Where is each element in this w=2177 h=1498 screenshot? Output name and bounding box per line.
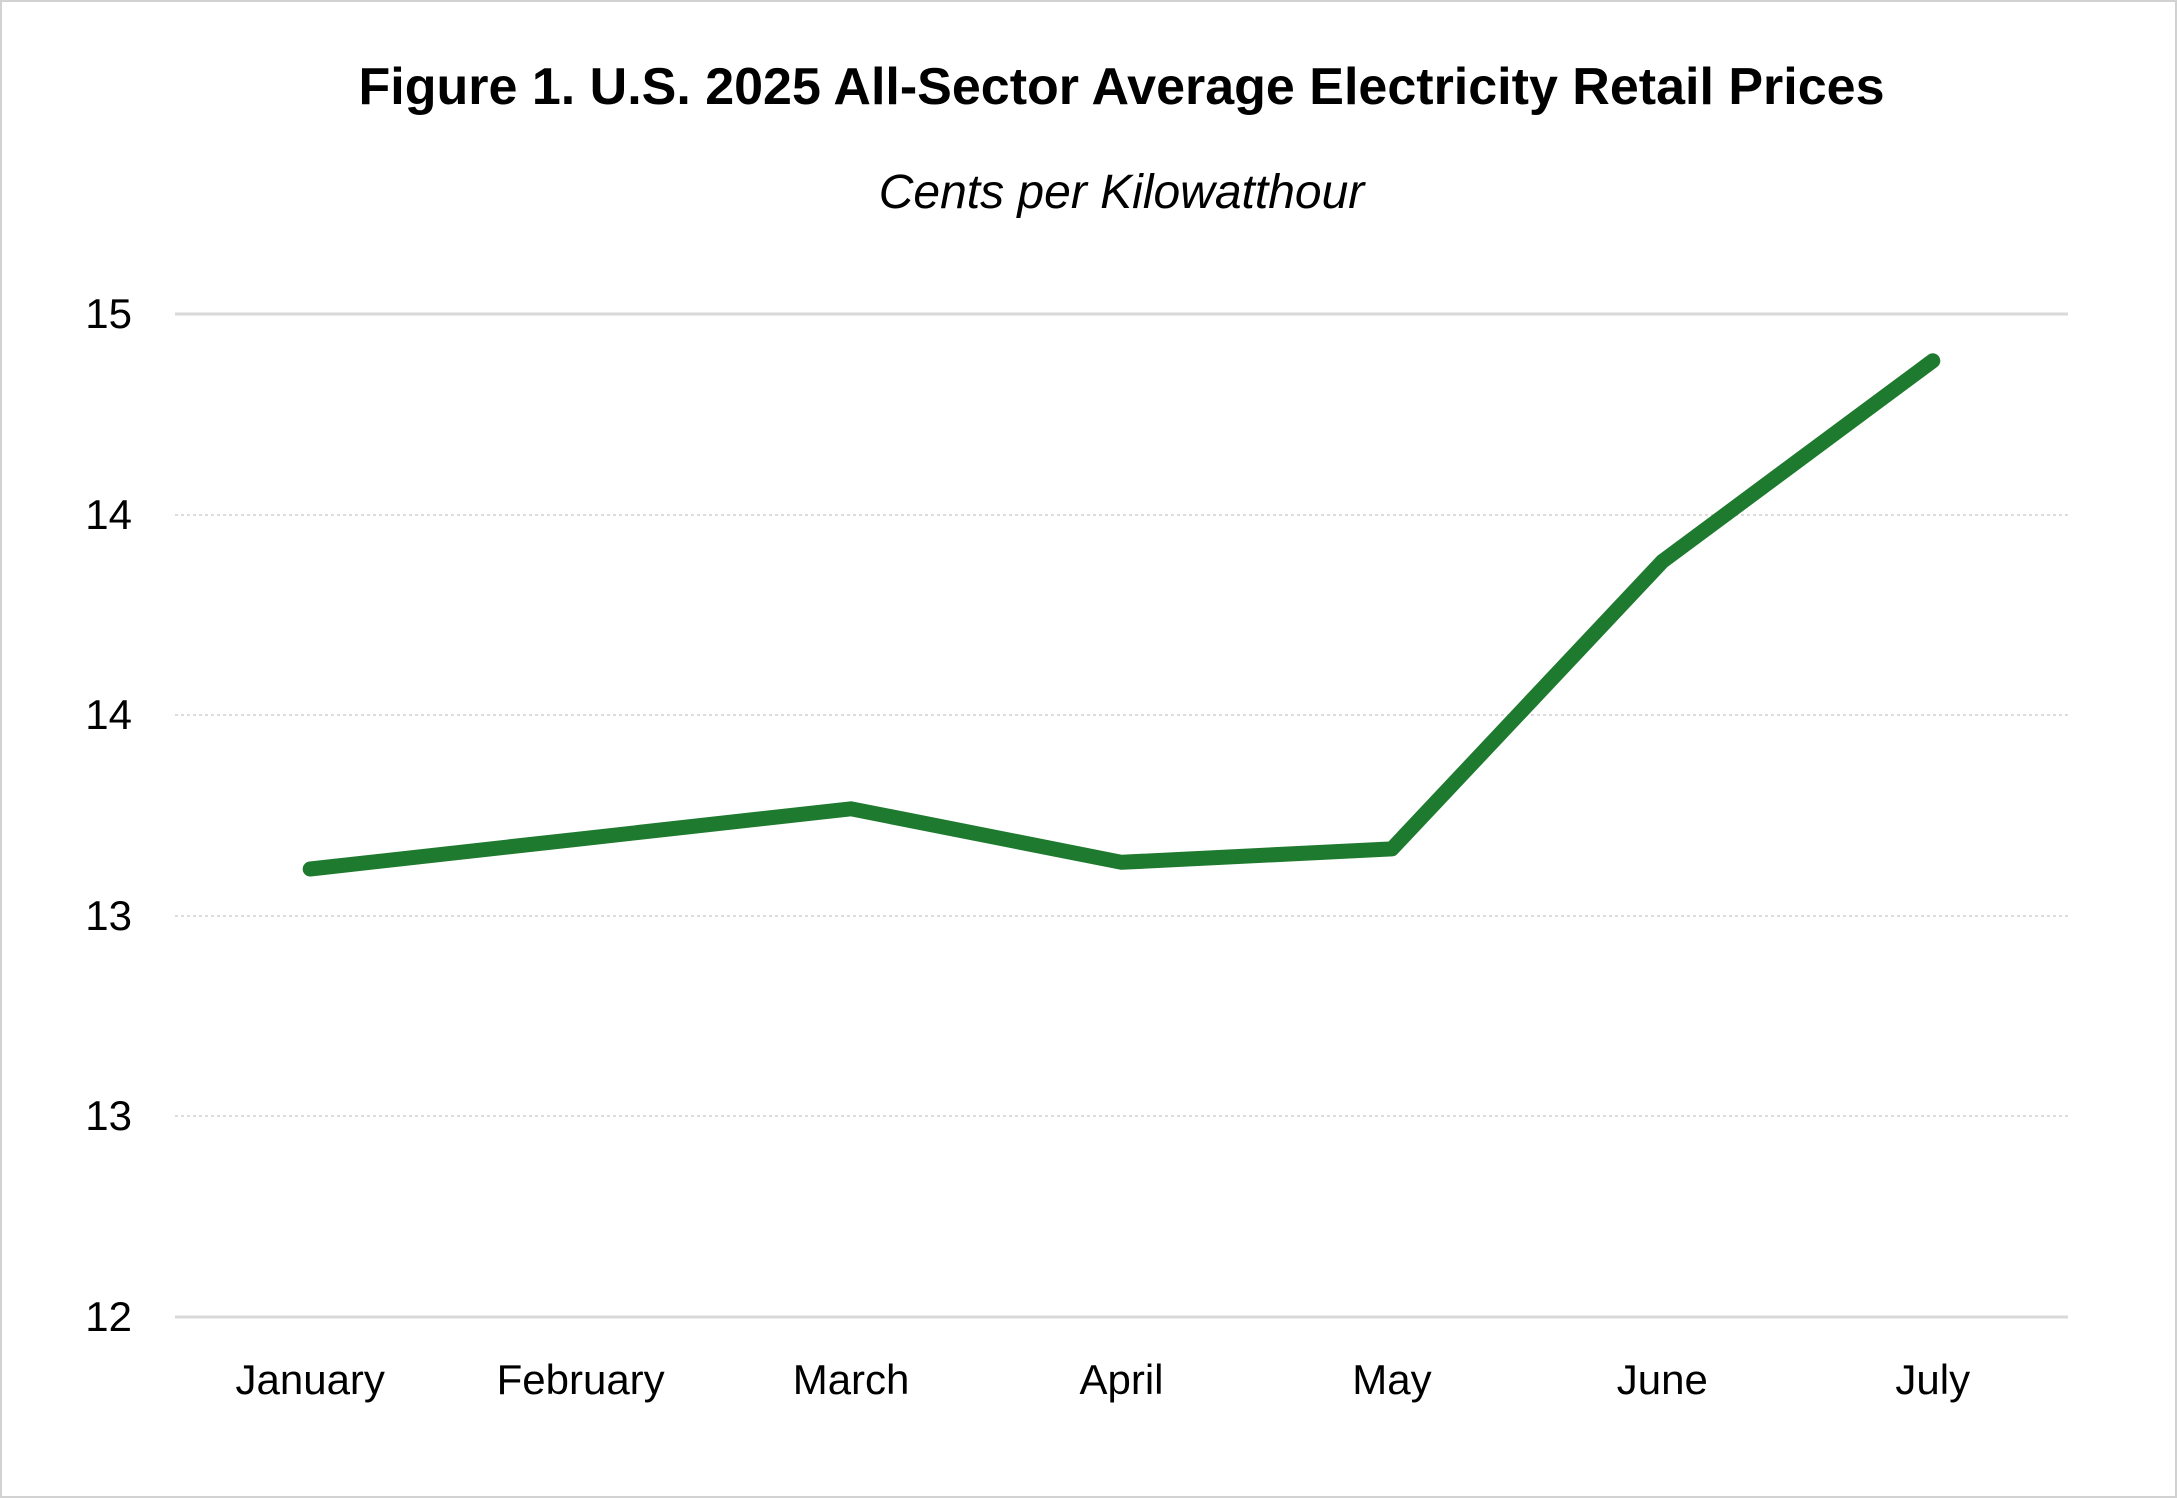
y-tick-label: 15 <box>85 290 132 337</box>
x-tick-label: May <box>1352 1356 1432 1403</box>
gridline <box>175 1115 2068 1118</box>
x-tick-label: February <box>496 1356 665 1403</box>
y-tick-label: 14 <box>85 490 132 538</box>
x-tick-label: April <box>1079 1356 1164 1403</box>
chart-subtitle: Cents per Kilowatthour <box>878 166 1365 220</box>
y-tick-label: 13 <box>85 891 132 939</box>
chart-title: Figure 1. U.S. 2025 All-Sector Average E… <box>358 58 1885 116</box>
x-tick-label: July <box>1895 1356 1971 1403</box>
gridline <box>175 714 2068 717</box>
x-tick-label: January <box>235 1356 385 1403</box>
title-block: Figure 1. U.S. 2025 All-Sector Average E… <box>175 56 2068 222</box>
line-chart-canvas <box>302 353 1941 877</box>
gridlines <box>175 312 2068 1319</box>
y-axis: 15 14 14 13 13 12 <box>2 290 132 1340</box>
plot-area <box>175 312 2068 1319</box>
x-tick-label: March <box>792 1356 910 1403</box>
y-tick-label: 14 <box>85 691 132 739</box>
x-axis: January February March April May June July <box>175 1350 2068 1410</box>
y-tick-label: 12 <box>85 1293 132 1340</box>
gridline <box>175 513 2068 516</box>
price-line <box>302 353 1941 877</box>
gridline <box>175 312 2068 316</box>
gridline <box>175 914 2068 917</box>
x-tick-label: June <box>1616 1356 1708 1403</box>
gridline <box>175 1315 2068 1319</box>
y-tick-label: 13 <box>85 1092 132 1140</box>
